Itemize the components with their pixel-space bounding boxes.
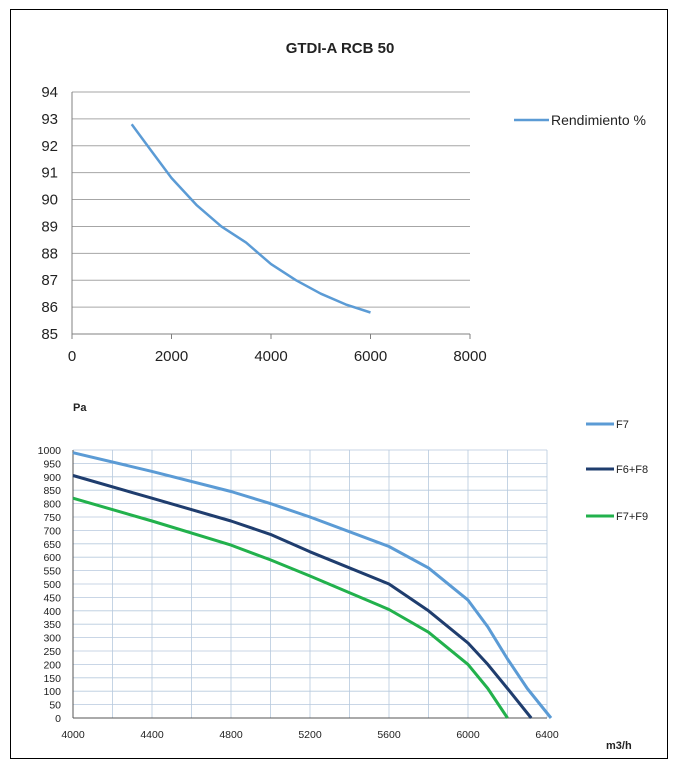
c1-x-tick-6000: 6000 [354,348,387,365]
c2-y-tick-400: 400 [43,606,61,618]
c1-gridlines [72,91,470,308]
c2-y-tick-350: 350 [43,619,61,631]
c2-y-tick-300: 300 [43,633,61,645]
c1-y-tick-85: 85 [41,326,58,343]
c2-legend-label-f7-f9: F7+F9 [616,511,648,523]
c1-y-tick-87: 87 [41,272,58,289]
c2-legend: F7 F6+F8 F7+F9 [586,419,648,523]
c2-y-tick-200: 200 [43,659,61,671]
c1-y-tick-92: 92 [41,138,58,155]
c1-y-tick-94: 94 [41,84,58,101]
c1-y-tick-91: 91 [41,165,58,182]
c2-y-tick-650: 650 [43,539,61,551]
c1-x-tick-0: 0 [68,348,76,365]
c2-y-tick-550: 550 [43,566,61,578]
c2-y-tick-750: 750 [43,512,61,524]
c2-y-tick-900: 900 [43,472,61,484]
c2-legend-label-f6-f8: F6+F8 [616,464,648,476]
c2-y-tick-1000: 1000 [38,445,62,457]
c2-x-tick-4800: 4800 [219,729,243,741]
c2-y-tick-800: 800 [43,499,61,511]
c2-legend-label-f7: F7 [616,419,629,431]
c2-x-tick-4000: 4000 [61,729,85,741]
c2-gridlines [72,449,548,719]
c1-axes [71,92,471,339]
c2-series-line-f6-f8 [72,474,533,719]
c2-y-tick-700: 700 [43,525,61,537]
c2-axes [72,450,547,719]
c2-y-tick-850: 850 [43,485,61,497]
c2-y-tick-100: 100 [43,686,61,698]
c2-y-tick-150: 150 [43,673,61,685]
c2-series-line-f7-f9 [72,496,509,719]
c1-series [130,123,371,314]
c1-x-tick-4000: 4000 [254,348,287,365]
c1-y-tick-86: 86 [41,299,58,316]
c2-x-tick-4400: 4400 [140,729,164,741]
chart-title: GTDI-A RCB 50 [286,40,395,57]
c2-y-tick-50: 50 [49,700,61,712]
c1-y-tick-93: 93 [41,111,58,128]
c1-y-tick-labels: 85 86 87 88 89 90 91 92 93 94 [41,84,58,343]
c2-y-tick-0: 0 [55,713,61,725]
c1-legend: Rendimiento % [514,112,646,128]
c2-series-line-f7 [72,451,553,719]
c1-y-tick-88: 88 [41,245,58,262]
c2-y-tick-450: 450 [43,592,61,604]
c1-series-line-rendimiento [130,123,371,314]
c1-x-tick-2000: 2000 [155,348,188,365]
c1-x-tick-labels: 0 2000 4000 6000 8000 [68,348,487,365]
c2-y-axis-label: Pa [73,402,87,414]
c2-y-tick-500: 500 [43,579,61,591]
c2-y-tick-250: 250 [43,646,61,658]
efficiency-chart: 85 86 87 88 89 90 91 92 93 94 0 2000 4000 6000 8000 G… [41,40,646,365]
c1-y-tick-89: 89 [41,218,58,235]
c2-x-tick-labels: 4000 4400 4800 5200 5600 6000 6400 [61,729,559,741]
c2-y-tick-950: 950 [43,458,61,470]
chart-frame [10,9,668,759]
c2-y-tick-600: 600 [43,552,61,564]
c2-x-tick-5200: 5200 [298,729,322,741]
c2-series [72,451,553,719]
c2-x-tick-5600: 5600 [377,729,401,741]
c2-x-tick-6000: 6000 [456,729,480,741]
c1-x-tick-8000: 8000 [453,348,486,365]
c1-y-tick-90: 90 [41,192,58,209]
c2-x-tick-6400: 6400 [535,729,559,741]
c2-x-axis-label: m3/h [606,740,632,752]
c1-legend-label-rendimiento: Rendimiento % [551,112,646,128]
